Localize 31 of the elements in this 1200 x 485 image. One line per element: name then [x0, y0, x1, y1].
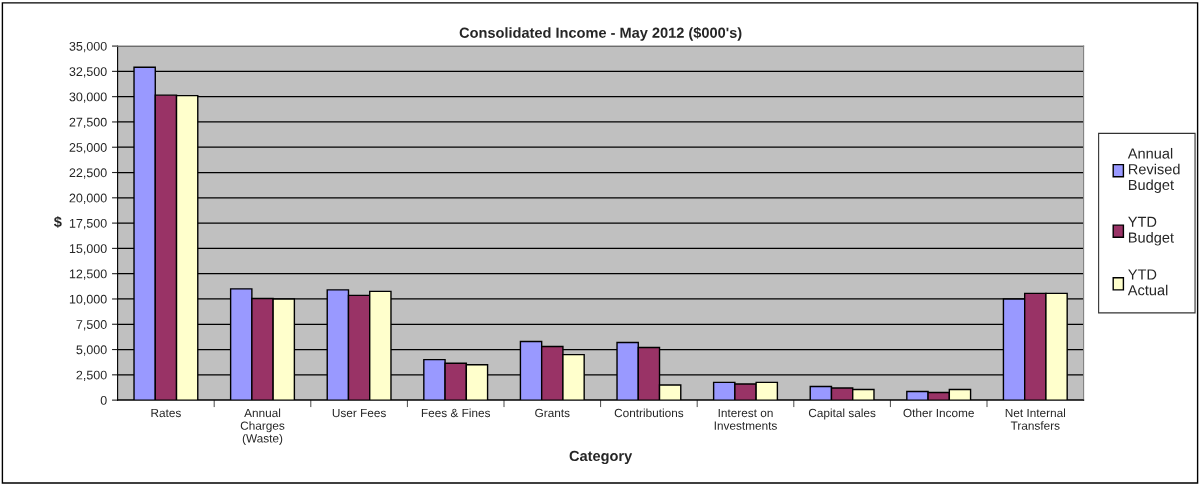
- y-tick-label: 0: [100, 395, 107, 405]
- y-tick-label: 32,500: [69, 67, 107, 78]
- x-tick-label: Capital sales: [808, 408, 876, 420]
- y-tick-label: 7,500: [76, 320, 107, 331]
- y-tick-label: 30,000: [69, 92, 107, 103]
- x-tick-label: User Fees: [332, 408, 386, 418]
- x-tick-label: Interest on Investments: [714, 408, 777, 430]
- chart-title: Consolidated Income - May 2012 ($000's): [459, 26, 742, 41]
- y-tick-label: 10,000: [69, 294, 107, 306]
- x-tick-label: Annual Charges (Waste): [240, 408, 285, 445]
- x-tick-label: Contributions: [614, 408, 684, 418]
- legend-label: YTD Budget: [1128, 216, 1174, 246]
- y-tick-label: 35,000: [69, 41, 107, 53]
- legend-label: Annual Revised Budget: [1127, 147, 1180, 193]
- y-tick-label: 27,500: [69, 117, 107, 129]
- y-tick-label: 22,500: [69, 168, 107, 179]
- y-tick-label: 25,000: [69, 143, 107, 154]
- x-tick-label: Fees & Fines: [421, 408, 491, 418]
- x-tick-label: Net Internal Transfers: [1005, 408, 1066, 430]
- y-tick-label: 5,000: [76, 345, 107, 356]
- x-tick-label: Rates: [151, 408, 181, 418]
- legend-label: YTD Actual: [1127, 269, 1168, 296]
- x-tick-label: Grants: [535, 408, 570, 418]
- y-axis-title: $: [53, 216, 62, 228]
- y-tick-label: 15,000: [69, 244, 107, 255]
- x-tick-label: Other Income: [903, 408, 974, 418]
- y-tick-label: 12,500: [69, 269, 107, 280]
- y-tick-label: 20,000: [69, 193, 107, 204]
- y-tick-label: 17,500: [69, 218, 107, 230]
- x-axis-title: Category: [569, 450, 633, 465]
- y-tick-label: 2,500: [76, 370, 107, 381]
